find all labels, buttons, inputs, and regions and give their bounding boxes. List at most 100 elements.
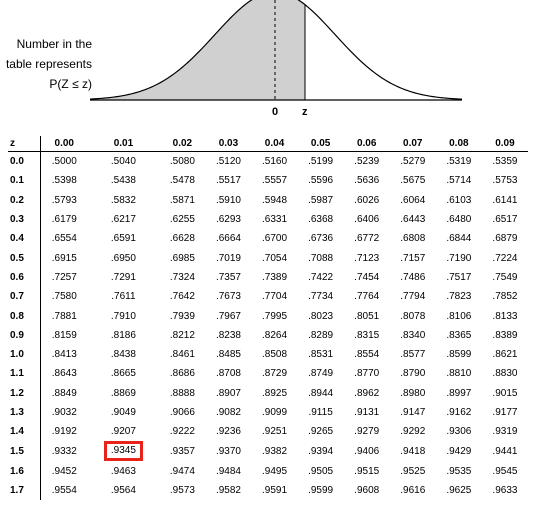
probability-cell: .7939 [169,310,195,322]
probability-cell: .9370 [215,445,241,457]
probability-cell: .8438 [110,349,136,361]
probability-cell: .6255 [169,214,195,226]
probability-cell: .9525 [400,465,426,477]
probability-cell: .6141 [492,194,518,206]
probability-cell: .8078 [400,310,426,322]
probability-cell: .9418 [400,445,426,457]
row-z-label: 0.8 [8,306,41,326]
probability-cell: .8023 [308,310,334,322]
probability-cell: .9177 [492,407,518,418]
probability-cell: .7967 [215,310,241,322]
table-row: 0.9 .8159 .8186 .8212 .8238 .8264 .8289 .8315 .8… [8,325,528,345]
probability-cell: .9066 [169,407,195,418]
caption-line-2: table represents [5,57,92,71]
axis-label-z: z [302,106,308,118]
probability-cell: .9279 [354,426,380,438]
probability-cell: .8599 [446,349,472,361]
probability-cell: .8980 [400,387,426,399]
probability-cell: .9452 [51,465,77,477]
column-header: 0.02 [159,136,206,152]
probability-cell: .8944 [308,387,334,399]
probability-cell: .5714 [446,175,472,187]
probability-cell: .9554 [51,484,77,496]
probability-cell: .8810 [446,368,472,380]
probability-cell: .5753 [492,175,518,187]
probability-cell: .9495 [262,465,288,477]
probability-cell: .7995 [262,310,288,322]
probability-cell: .9147 [400,407,426,418]
probability-cell: .7224 [492,252,518,264]
bell-curve-graphic [89,0,463,101]
probability-cell: .5910 [215,194,241,206]
probability-cell: .8888 [169,387,195,399]
table-row: 0.5 .6915 .6950 .6985 .7019 .7054 .7088 .7123 .7… [8,248,528,268]
row-z-label: 1.4 [8,422,41,442]
probability-cell: .5871 [169,194,195,206]
probability-cell: .6950 [110,252,136,264]
probability-cell: .7486 [400,271,426,283]
probability-cell: .6331 [262,214,288,226]
probability-cell: .7704 [262,291,288,303]
probability-cell: .8485 [215,349,241,361]
table-row: 1.4 .9192 .9207 .9222 .9236 .9251 .9265 .9279 .9… [8,422,528,442]
table-row: 1.2 .8849 .8869 .8888 .8907 .8925 .8944 .8962 .8… [8,383,528,403]
probability-cell: .7257 [51,271,77,283]
probability-cell: .5199 [308,156,334,168]
table-row: 1.6 .9452 .9463 .9474 .9484 .9495 .9505 .9515 .9… [8,461,528,481]
probability-cell: .6480 [446,214,472,226]
probability-cell: .9357 [169,445,195,457]
row-z-label: 0.5 [8,248,41,268]
probability-cell: .5398 [51,175,77,187]
probability-cell: .6772 [354,233,380,245]
probability-cell: .8962 [354,387,380,399]
probability-cell: .8665 [110,368,136,380]
probability-cell: .5279 [400,156,426,168]
probability-cell: .8531 [308,349,334,361]
probability-cell: .8790 [400,368,426,380]
probability-cell: .9633 [492,484,518,496]
probability-cell: .9599 [308,484,334,496]
probability-cell: .5120 [215,156,241,168]
probability-cell: .9505 [308,465,334,477]
table-row: 0.3 .6179 .6217 .6255 .6293 .6331 .6368 .6406 .6… [8,209,528,230]
probability-cell: .7157 [400,252,426,264]
probability-cell: .9015 [492,387,518,399]
probability-cell: .8389 [492,329,518,341]
probability-cell: .9251 [262,426,288,438]
probability-cell: .5239 [354,156,380,168]
table-row: 0.1 .5398 .5438 .5478 .5517 .5557 .5596 .5636 .5… [8,171,528,191]
row-z-label: 0.9 [8,325,41,345]
probability-cell: .8708 [215,368,241,380]
probability-cell: .9394 [308,445,334,457]
probability-cell: .9535 [446,465,472,477]
probability-cell: .6293 [215,214,241,226]
probability-cell: .6736 [308,233,334,245]
probability-cell: .8212 [169,329,195,341]
probability-cell: .6879 [492,233,518,245]
probability-cell: .5793 [51,194,77,206]
column-header: 0.09 [481,136,528,152]
probability-cell: .8770 [354,368,380,380]
probability-cell: .7454 [354,271,380,283]
probability-cell: .8849 [51,387,77,399]
probability-cell: .5557 [262,175,288,187]
caption-line-3: P(Z ≤ z) [49,77,92,91]
column-header: 0.06 [343,136,390,152]
probability-cell: .7324 [169,271,195,283]
probability-cell: .7580 [51,291,77,303]
probability-cell: .7611 [111,291,136,303]
probability-cell: .9564 [110,484,136,496]
probability-cell: .7734 [308,291,334,303]
probability-cell: .7357 [215,271,241,283]
probability-cell: .5675 [400,175,426,187]
axis-label-zero: 0 [272,106,279,118]
z-table: z 0.00 0.01 0.02 0.03 0.04 0.05 0.06 0.07 0.08 0.0… [8,136,528,501]
table-row: 1.1 .8643 .8665 .8686 .8708 .8729 .8749 .8770 .8… [8,364,528,384]
probability-cell: .5000 [51,156,77,168]
probability-cell: .8869 [110,387,136,399]
probability-cell: .8315 [354,329,380,341]
probability-cell: .8749 [308,368,334,380]
probability-cell: .7794 [400,291,426,303]
probability-cell: .9319 [492,426,518,438]
probability-cell: .5040 [110,156,136,168]
